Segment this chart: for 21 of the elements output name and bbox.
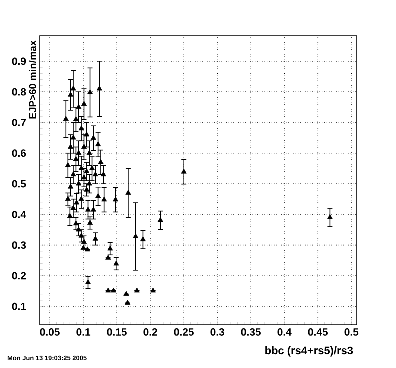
y-tick-label: 0.5: [12, 180, 26, 188]
x-tick-label: 0.2: [144, 328, 158, 336]
x-tick-label: 0.15: [107, 328, 127, 336]
x-tick-label: 0.4: [278, 328, 292, 336]
x-tick-label: 0.3: [210, 328, 224, 336]
y-tick-label: 0.4: [12, 210, 26, 218]
y-axis-title: EJP>60 min/max: [29, 40, 36, 119]
y-tick-label: 0.1: [12, 302, 26, 310]
y-tick-label: 0.7: [12, 119, 26, 126]
x-tick-label: 0.25: [174, 328, 194, 336]
x-tick-label: 0.45: [308, 328, 328, 336]
y-tick-label: 0.2: [12, 272, 26, 280]
y-tick-label: 0.3: [12, 242, 26, 250]
x-tick-label: 0.05: [40, 328, 60, 336]
y-tick-label: 0.8: [12, 88, 26, 96]
y-tick-label: 0.6: [12, 150, 26, 158]
y-tick-label: 0.9: [12, 58, 26, 66]
x-axis-title: bbc (rs4+rs5)/rs3: [266, 346, 354, 357]
x-tick-label: 0.5: [344, 328, 359, 336]
x-tick-label: 0.35: [241, 328, 261, 336]
x-tick-label: 0.1: [76, 328, 91, 336]
